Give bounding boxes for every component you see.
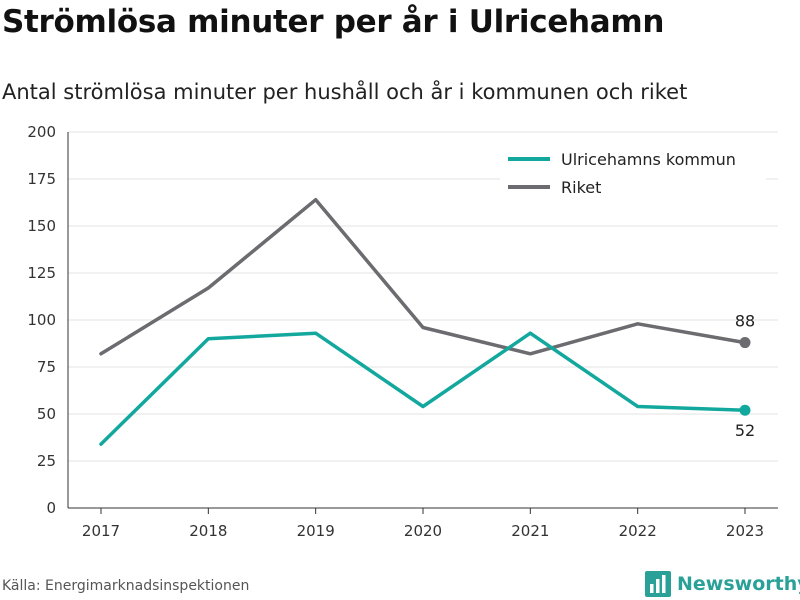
legend-label-ulricehamn: Ulricehamns kommun — [561, 150, 736, 169]
legend-background — [500, 143, 766, 201]
source-note: Källa: Energimarknadsinspektionen — [2, 578, 250, 594]
data-labels: 52 88 — [735, 312, 755, 441]
end-marker-ulricehamn — [739, 404, 751, 416]
legend-label-riket: Riket — [561, 178, 601, 197]
chart-subtitle: Antal strömlösa minuter per hushåll och … — [2, 80, 688, 104]
y-tick-label: 75 — [37, 358, 56, 376]
y-tick-label: 150 — [27, 217, 56, 235]
y-tick-label: 0 — [46, 499, 56, 517]
x-tick-label: 2023 — [726, 522, 764, 540]
series-line-riket — [99, 197, 747, 356]
series-lines — [99, 197, 751, 446]
brand-logo: Newsworthy — [645, 570, 800, 598]
brand-name: Newsworthy — [677, 573, 800, 595]
y-tick-label: 175 — [27, 170, 56, 188]
x-tick-label: 2017 — [82, 522, 120, 540]
x-tick-label: 2021 — [511, 522, 549, 540]
end-marker-riket — [739, 337, 751, 349]
legend: Ulricehamns kommun Riket — [500, 143, 766, 201]
series-line-ulricehamn — [99, 331, 747, 446]
x-tick-label: 2020 — [404, 522, 442, 540]
x-tick-label: 2022 — [619, 522, 657, 540]
y-tick-label: 100 — [27, 311, 56, 329]
end-label-ulricehamn: 52 — [735, 421, 755, 440]
y-tick-label: 200 — [27, 123, 56, 141]
bar-chart-logo-icon — [645, 571, 671, 597]
y-tick-label: 50 — [37, 405, 56, 423]
end-label-riket: 88 — [735, 312, 755, 331]
x-tick-label: 2018 — [189, 522, 227, 540]
y-tick-label: 125 — [27, 264, 56, 282]
axes: 0 25 50 75 100 125 150 175 200 2017 2018 2019 2020 20… — [27, 123, 778, 540]
chart-title: Strömlösa minuter per år i Ulricehamn — [2, 4, 665, 40]
x-tick-label: 2019 — [297, 522, 335, 540]
y-tick-label: 25 — [37, 452, 56, 470]
